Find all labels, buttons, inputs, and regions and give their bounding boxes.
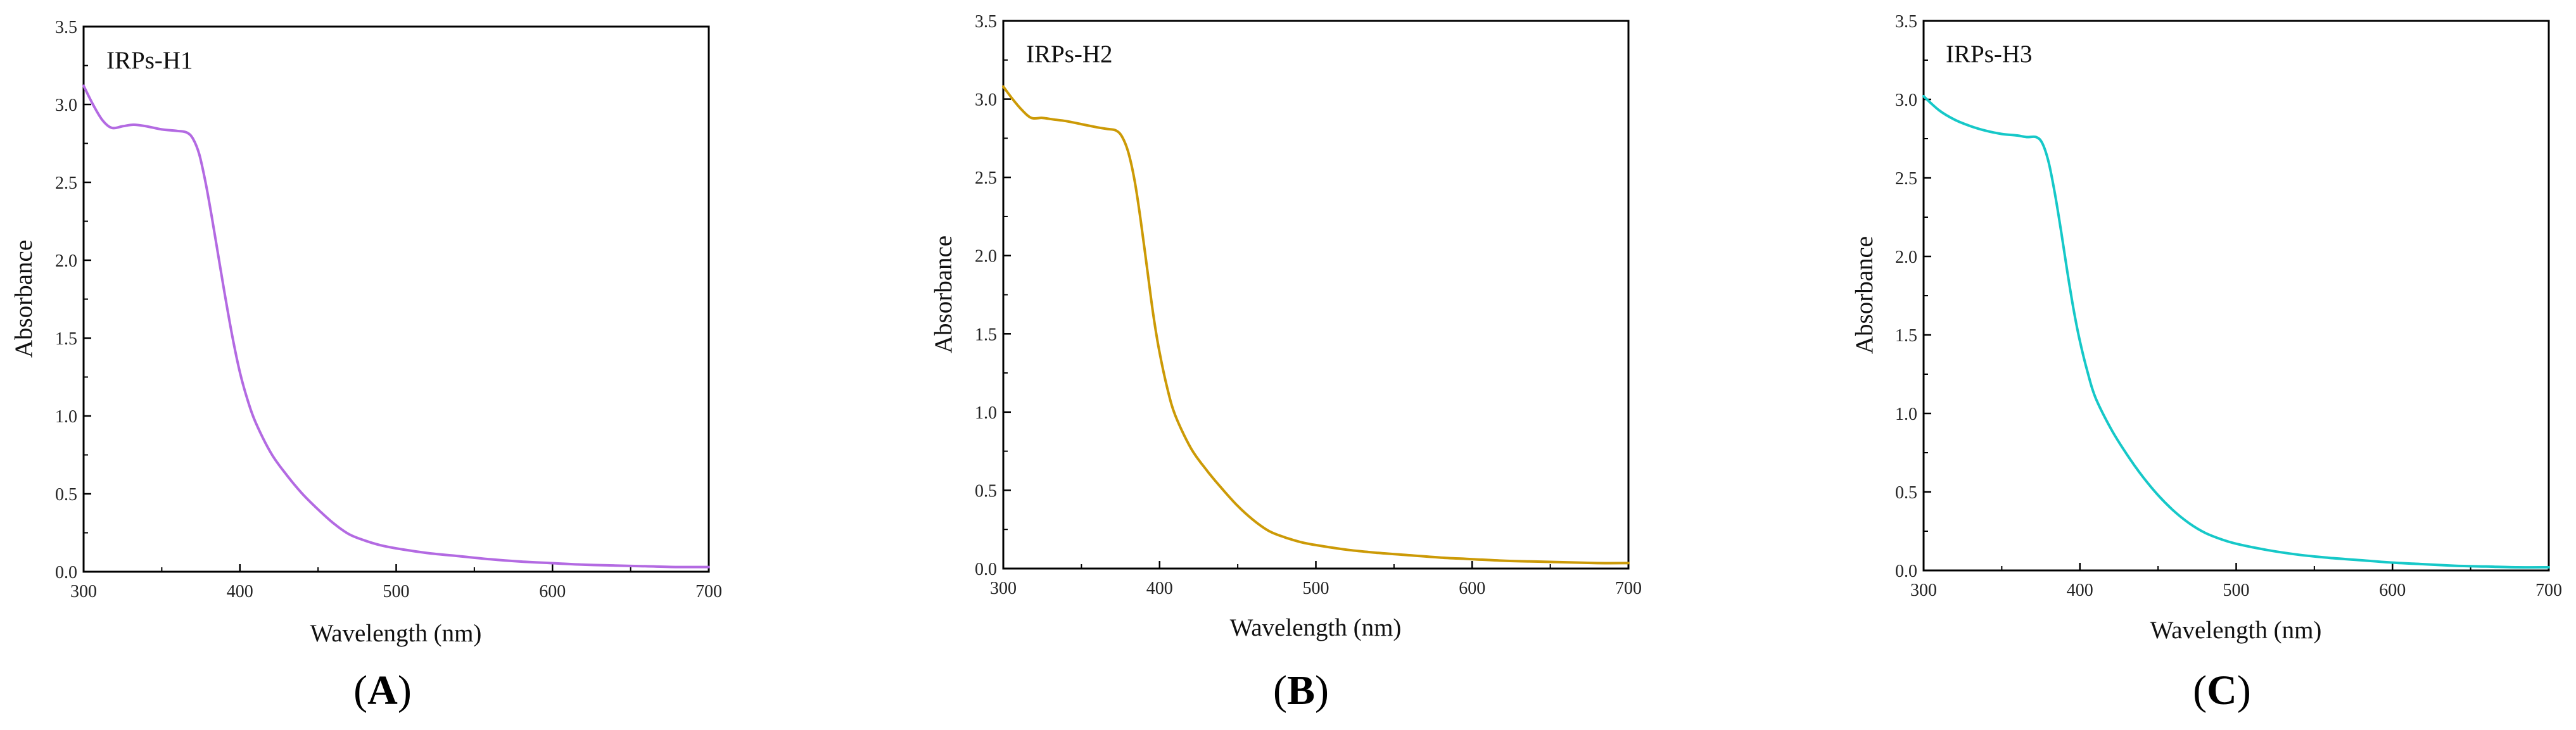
x-tick-label: 600 bbox=[1459, 579, 1485, 598]
series-annotation: IRPs-H2 bbox=[1026, 41, 1113, 68]
y-tick-label: 0.5 bbox=[975, 481, 997, 501]
x-tick-label: 700 bbox=[695, 582, 722, 601]
y-tick-label: 0.0 bbox=[1895, 562, 1917, 581]
x-tick-label: 700 bbox=[2535, 581, 2562, 600]
panel-a: 300 400 500 600 700 0.0 0.5 1.0 1.5 2.0 2.5 3.0 3.5… bbox=[10, 18, 722, 714]
panel-label-letter: B bbox=[1287, 667, 1315, 714]
x-axis-title: Wavelength (nm) bbox=[1230, 614, 1402, 641]
panel-label: (B) bbox=[1273, 667, 1329, 714]
x-tick-label: 300 bbox=[1910, 581, 1937, 600]
x-axis-ticks: 300 400 500 600 700 bbox=[1910, 563, 2562, 600]
absorbance-series-line bbox=[82, 84, 710, 569]
x-tick-label: 300 bbox=[990, 579, 1017, 598]
absorbance-series-line bbox=[1922, 95, 2550, 569]
y-tick-label: 1.0 bbox=[975, 403, 997, 423]
y-axis-ticks: 0.0 0.5 1.0 1.5 2.0 2.5 3.0 3.5 bbox=[1895, 12, 1931, 581]
x-tick-label: 400 bbox=[1146, 579, 1173, 598]
x-tick-label: 600 bbox=[2379, 581, 2406, 600]
x-axis-ticks: 300 400 500 600 700 bbox=[70, 564, 722, 601]
plot-frame bbox=[1922, 20, 2550, 572]
y-tick-label: 1.0 bbox=[1895, 405, 1917, 424]
y-tick-label: 2.0 bbox=[55, 251, 77, 271]
y-tick-label: 1.0 bbox=[55, 407, 77, 427]
panel-b: 300 400 500 600 700 0.0 0.5 1.0 1.5 2.0 2.5 3.0 3.5… bbox=[930, 12, 1642, 714]
y-tick-label: 0.5 bbox=[55, 485, 77, 505]
series-annotation: IRPs-H3 bbox=[1946, 41, 2033, 68]
y-tick-label: 2.0 bbox=[975, 247, 997, 267]
y-axis-ticks: 0.0 0.5 1.0 1.5 2.0 2.5 3.0 3.5 bbox=[55, 18, 91, 582]
y-tick-label: 3.5 bbox=[1895, 12, 1917, 32]
x-tick-label: 500 bbox=[383, 582, 410, 601]
x-tick-label: 400 bbox=[227, 582, 253, 601]
y-tick-label: 3.0 bbox=[1895, 91, 1917, 110]
panel-c: 300 400 500 600 700 0.0 0.5 1.0 1.5 2.0 2.5 3.0 3.5… bbox=[1851, 12, 2562, 714]
panel-label: (A) bbox=[353, 667, 412, 714]
panel-label-close: ) bbox=[2237, 667, 2251, 714]
y-tick-label: 2.0 bbox=[1895, 248, 1917, 267]
y-axis-title: Absorbance bbox=[1851, 236, 1878, 354]
y-tick-label: 3.0 bbox=[55, 96, 77, 115]
x-tick-label: 500 bbox=[2223, 581, 2250, 600]
panel-label-open: ( bbox=[2193, 667, 2207, 714]
x-tick-label: 500 bbox=[1303, 579, 1329, 598]
y-tick-label: 0.0 bbox=[55, 563, 77, 582]
plot-frame bbox=[82, 25, 710, 573]
y-tick-label: 1.5 bbox=[55, 329, 77, 349]
x-tick-label: 300 bbox=[70, 582, 97, 601]
y-axis-title: Absorbance bbox=[10, 240, 37, 358]
x-tick-label: 700 bbox=[1615, 579, 1642, 598]
x-axis-ticks: 300 400 500 600 700 bbox=[990, 561, 1642, 598]
x-axis-title: Wavelength (nm) bbox=[310, 620, 482, 647]
panel-label-close: ) bbox=[1315, 667, 1329, 714]
y-axis-ticks: 0.0 0.5 1.0 1.5 2.0 2.5 3.0 3.5 bbox=[975, 12, 1011, 579]
plot-frame bbox=[1002, 20, 1630, 570]
x-axis-title: Wavelength (nm) bbox=[2150, 617, 2322, 644]
panel-label-close: ) bbox=[398, 667, 412, 714]
y-tick-label: 2.5 bbox=[55, 173, 77, 193]
absorbance-series-line bbox=[1002, 85, 1630, 565]
panel-label-open: ( bbox=[1273, 667, 1287, 714]
series-annotation: IRPs-H1 bbox=[106, 47, 193, 74]
y-tick-label: 3.0 bbox=[975, 91, 997, 110]
y-tick-label: 3.5 bbox=[55, 18, 77, 37]
x-tick-label: 400 bbox=[2067, 581, 2093, 600]
y-tick-label: 1.5 bbox=[1895, 326, 1917, 346]
y-tick-label: 0.0 bbox=[975, 560, 997, 579]
y-tick-label: 1.5 bbox=[975, 325, 997, 344]
y-axis-title: Absorbance bbox=[930, 236, 957, 353]
y-tick-label: 2.5 bbox=[1895, 169, 1917, 189]
panel-label-open: ( bbox=[353, 667, 367, 714]
panel-label-letter: C bbox=[2207, 667, 2237, 714]
panel-label: (C) bbox=[2193, 667, 2251, 714]
y-tick-label: 3.5 bbox=[975, 12, 997, 32]
y-tick-label: 2.5 bbox=[975, 168, 997, 188]
x-tick-label: 600 bbox=[539, 582, 566, 601]
panel-label-letter: A bbox=[367, 667, 398, 714]
y-tick-label: 0.5 bbox=[1895, 483, 1917, 503]
